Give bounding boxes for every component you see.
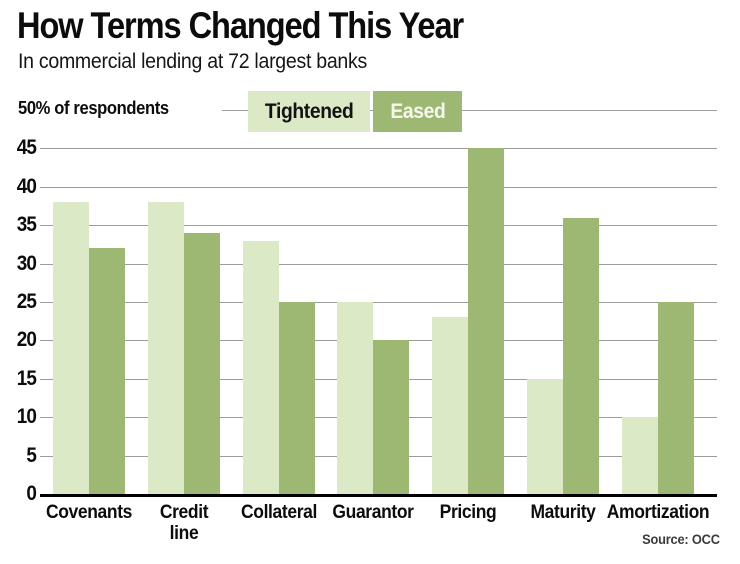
legend-label-tightened: Tightened — [264, 99, 354, 123]
gridline-25 — [40, 302, 717, 303]
y-axis-unit-label: 50% of respondents — [18, 98, 169, 118]
chart-title: How Terms Changed This Year — [17, 5, 464, 46]
chart-subtitle: In commercial lending at 72 largest bank… — [18, 50, 367, 73]
x-label-guarantor: Guarantor — [332, 502, 414, 523]
gridline-40 — [40, 187, 717, 188]
bar-tightened-guarantor — [337, 302, 373, 494]
bar-tightened-collateral — [243, 241, 279, 494]
gridline-45 — [40, 148, 717, 149]
bar-eased-maturity — [563, 218, 599, 494]
bar-eased-pricing — [468, 148, 504, 494]
y-tick-0: 0 — [26, 482, 37, 505]
bar-tightened-credit-line — [148, 202, 184, 494]
x-label-pricing: Pricing — [439, 502, 497, 523]
source-credit: Source: OCC — [642, 532, 720, 547]
bar-eased-collateral — [279, 302, 315, 494]
y-tick-10: 10 — [16, 405, 37, 428]
y-tick-40: 40 — [16, 175, 37, 198]
gridline-30 — [40, 264, 717, 265]
legend-item-tightened: Tightened — [248, 91, 370, 132]
y-tick-20: 20 — [16, 328, 37, 351]
legend: Tightened Eased — [248, 91, 462, 132]
y-tick-35: 35 — [16, 213, 37, 236]
bar-tightened-amortization — [622, 417, 658, 494]
bar-eased-credit-line — [184, 233, 220, 494]
bar-eased-covenants — [89, 248, 125, 494]
y-tick-15: 15 — [16, 367, 37, 390]
bar-eased-amortization — [658, 302, 694, 494]
bar-tightened-pricing — [432, 317, 468, 494]
y-tick-25: 25 — [16, 290, 37, 313]
gridline-35 — [40, 225, 717, 226]
x-label-amortization: Amortization — [606, 502, 710, 523]
bar-tightened-maturity — [527, 379, 563, 494]
gridline-50 — [222, 110, 717, 111]
x-label-credit-line: Credit line — [159, 502, 209, 544]
legend-item-eased: Eased — [373, 91, 462, 132]
legend-label-eased: Eased — [389, 99, 446, 123]
x-axis-line — [40, 494, 717, 497]
bar-eased-guarantor — [373, 340, 409, 494]
x-label-collateral: Collateral — [241, 502, 317, 523]
y-tick-30: 30 — [16, 252, 37, 275]
x-label-covenants: Covenants — [45, 502, 133, 523]
y-tick-5: 5 — [26, 444, 37, 467]
bar-tightened-covenants — [53, 202, 89, 494]
x-label-maturity: Maturity — [530, 502, 596, 523]
y-tick-45: 45 — [16, 136, 37, 159]
